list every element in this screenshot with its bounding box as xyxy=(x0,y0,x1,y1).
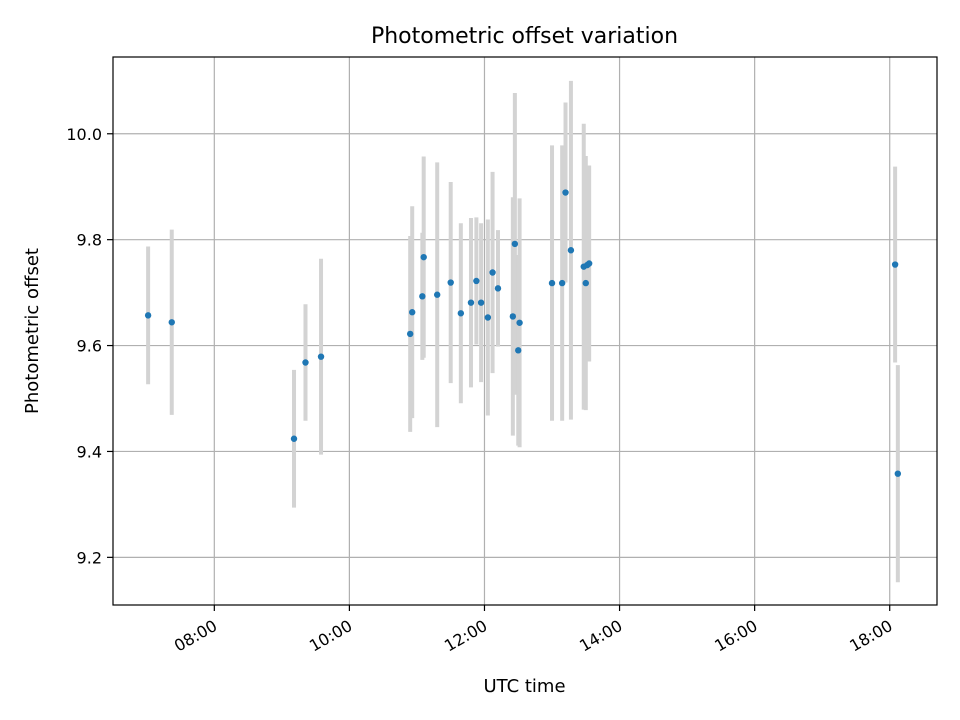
data-points xyxy=(144,189,902,477)
data-point xyxy=(562,189,569,196)
y-tick-label: 9.2 xyxy=(77,548,102,567)
x-tick-label: 12:00 xyxy=(441,616,490,656)
data-point xyxy=(419,293,426,300)
grid xyxy=(113,57,937,605)
y-tick-label: 9.8 xyxy=(77,231,102,250)
data-point xyxy=(406,330,414,338)
data-point xyxy=(516,319,523,326)
data-point xyxy=(515,347,522,354)
data-point xyxy=(558,279,566,287)
x-tick-label: 10:00 xyxy=(306,616,355,656)
x-tick-label: 14:00 xyxy=(576,616,625,656)
x-axis-label: UTC time xyxy=(483,676,565,697)
data-point xyxy=(548,279,556,287)
data-point xyxy=(509,313,517,320)
data-point xyxy=(144,312,152,319)
data-point xyxy=(477,299,485,306)
x-axis-ticks: 08:00 10:00 12:00 14:00 16:00 18:00 xyxy=(171,605,896,656)
plot-frame xyxy=(112,56,938,606)
data-point xyxy=(409,309,416,316)
data-point xyxy=(567,247,575,254)
data-point xyxy=(582,279,589,287)
data-point xyxy=(302,359,309,366)
data-point xyxy=(433,291,441,298)
data-point xyxy=(894,470,902,477)
y-tick-label: 9.6 xyxy=(77,337,102,356)
data-point xyxy=(511,240,519,248)
x-tick-label: 08:00 xyxy=(171,616,220,656)
y-axis-ticks: 9.2 9.4 9.6 9.8 10.0 xyxy=(66,125,113,567)
data-point xyxy=(467,299,475,306)
data-point xyxy=(420,253,427,261)
chart-title: Photometric offset variation xyxy=(371,24,678,49)
data-point xyxy=(489,269,496,276)
y-tick-label: 10.0 xyxy=(66,125,102,144)
error-bars xyxy=(146,80,900,583)
data-point xyxy=(494,285,502,292)
data-point xyxy=(290,435,298,442)
y-axis-label: Photometric offset xyxy=(22,248,43,414)
data-point xyxy=(484,314,492,321)
data-point xyxy=(473,277,480,285)
data-point xyxy=(317,353,325,360)
x-tick-label: 18:00 xyxy=(846,616,895,656)
data-point xyxy=(585,260,593,267)
y-tick-label: 9.4 xyxy=(77,442,102,461)
data-point xyxy=(457,310,465,317)
data-point xyxy=(447,279,454,286)
data-point xyxy=(168,319,175,326)
data-point xyxy=(891,261,899,268)
x-tick-label: 16:00 xyxy=(711,616,760,656)
